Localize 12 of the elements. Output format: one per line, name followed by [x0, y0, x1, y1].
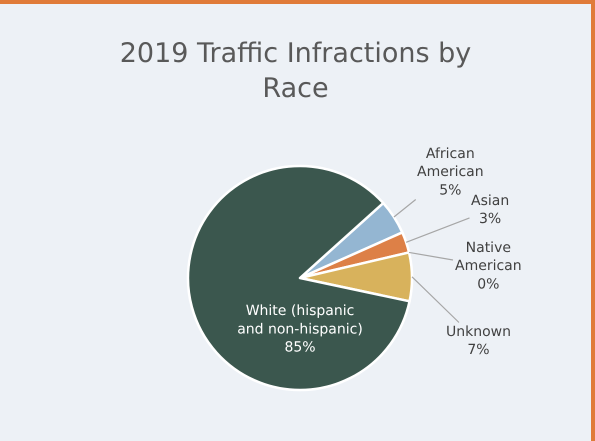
- slice-label: African American: [417, 146, 484, 180]
- chart-title: 2019 Traffic Infractions by Race: [120, 38, 472, 104]
- data-label: 5%: [439, 182, 462, 198]
- text: 0%: [477, 276, 500, 292]
- data-label: 7%: [467, 342, 490, 358]
- slice-label: White (hispanic and non-hispanic): [237, 303, 363, 338]
- legend-label: Native American: [455, 240, 522, 274]
- slice-label: Unknown: [446, 324, 511, 340]
- slice-label: Asian: [471, 193, 510, 209]
- pie-slice: [186, 164, 411, 392]
- data-label: 3%: [479, 211, 502, 228]
- data-label: 85%: [284, 340, 316, 356]
